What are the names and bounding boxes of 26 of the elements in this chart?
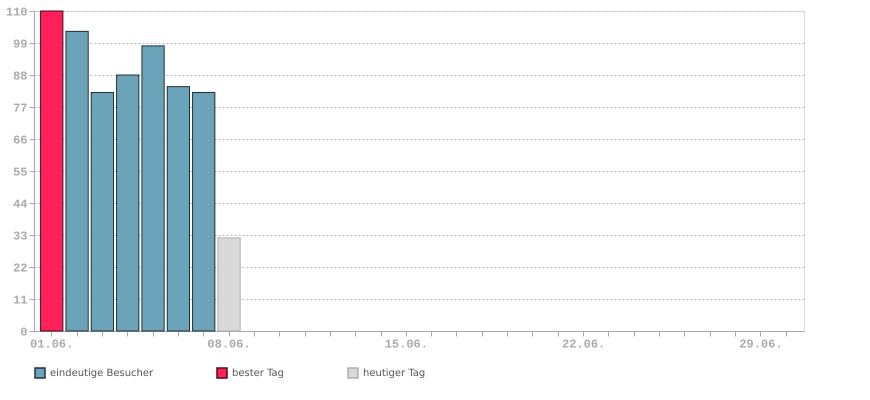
y-tick-label: 0 [20,326,28,340]
legend-label: heutiger Tag [363,368,426,379]
x-tick-label: 08.06. [207,338,251,352]
x-tick-label: 22.06. [562,338,606,352]
y-tick-label: 99 [13,38,28,52]
bar [192,92,216,332]
bar [40,10,64,332]
y-tick-label: 110 [6,6,28,20]
y-tick-label: 55 [13,166,28,180]
bar [65,30,89,332]
y-tick-label: 11 [13,294,28,308]
y-tick-label: 22 [13,262,28,276]
x-tick-label: 01.06. [30,338,74,352]
legend-label: eindeutige Besucher [50,368,154,379]
y-tick-label: 66 [13,134,28,148]
y-tick-label: 44 [13,198,28,212]
bar [116,74,140,332]
bar [166,86,190,332]
x-tick-label: 29.06. [739,338,783,352]
legend-label: bester Tag [232,368,284,379]
x-tick-label: 15.06. [384,338,428,352]
bar [90,92,114,332]
y-tick-label: 88 [13,70,28,84]
y-tick-label: 77 [13,102,28,116]
bar [141,45,165,332]
y-tick-label: 33 [13,230,28,244]
